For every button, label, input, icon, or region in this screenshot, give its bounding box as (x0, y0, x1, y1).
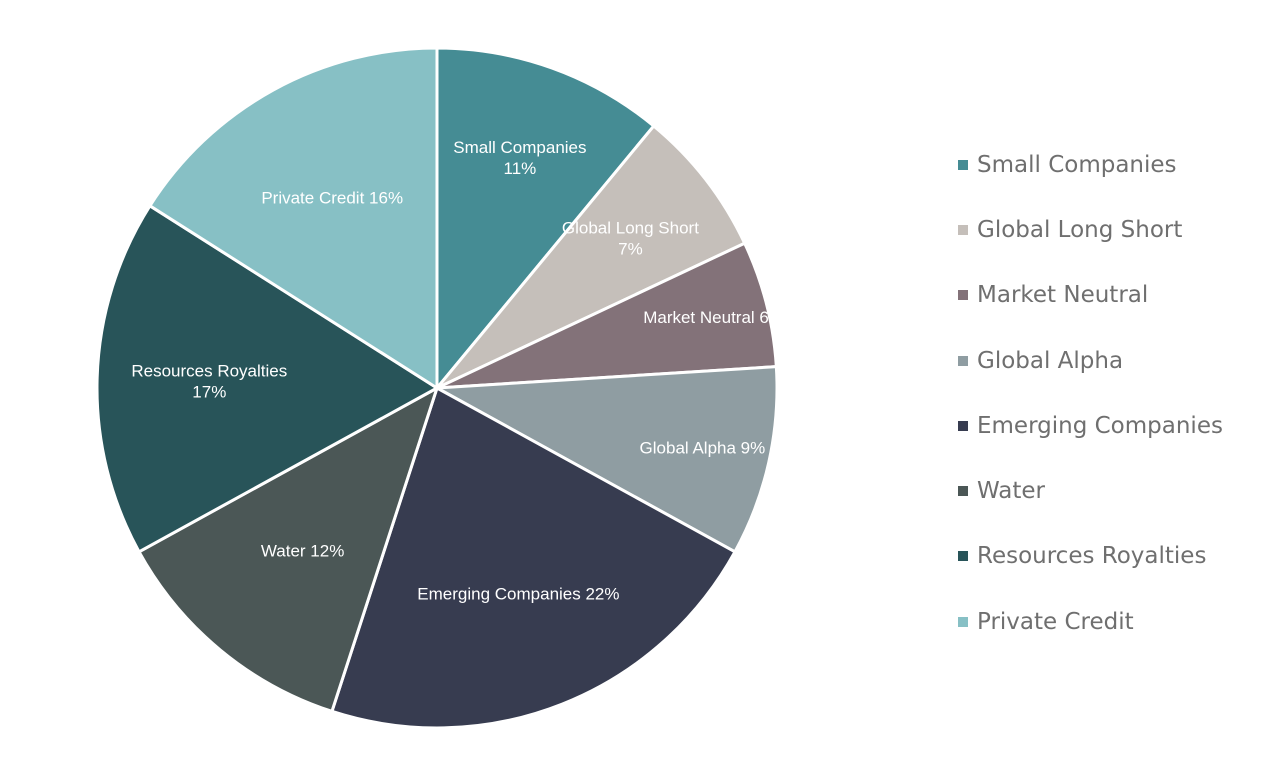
pie-slice-emerging-companies (330, 386, 737, 730)
data-label-global-alpha: Global Alpha 9% (640, 438, 766, 457)
data-label-line: Market Neutral 6% (643, 308, 784, 327)
legend-item-global-long-short: Global Long Short (958, 197, 1223, 262)
data-label-line: Global Long Short (562, 219, 699, 238)
data-label-line: Water 12% (261, 541, 344, 560)
data-label-water: Water 12% (261, 541, 344, 560)
pie-slice-private-credit (148, 46, 439, 390)
data-label-line: 17% (192, 382, 226, 401)
legend-swatch (958, 616, 968, 627)
data-label-small-companies: Small Companies 11% (453, 138, 586, 178)
legend-swatch (958, 159, 968, 170)
data-label-line: Small Companies (453, 138, 586, 157)
data-label-line: Emerging Companies 22% (417, 585, 619, 604)
data-label-line: 7% (618, 240, 643, 259)
legend-item-water: Water (958, 458, 1223, 523)
legend-label: Private Credit (977, 608, 1134, 635)
data-label-emerging-companies: Emerging Companies 22% (417, 585, 619, 604)
pie-slice-water (137, 386, 439, 713)
legend-swatch (958, 420, 968, 431)
legend-item-global-alpha: Global Alpha (958, 328, 1223, 393)
legend-item-small-companies: Small Companies (958, 132, 1223, 197)
legend-label: Small Companies (977, 151, 1177, 178)
legend-swatch (958, 355, 968, 366)
data-label-line: Global Alpha 9% (640, 438, 766, 457)
data-label-resources-royalties: Resources Royalties 17% (131, 361, 287, 401)
data-label-market-neutral: Market Neutral 6% (643, 308, 784, 327)
legend-label: Market Neutral (977, 282, 1149, 309)
legend-label: Emerging Companies (977, 412, 1223, 439)
data-label-global-long-short: Global Long Short 7% (562, 219, 699, 259)
chart-legend: Small Companies Global Long Short Market N… (958, 132, 1223, 654)
pie-slice-market-neutral (435, 241, 778, 390)
pie-slice-resources-royalties (95, 204, 439, 554)
pie-slices (95, 46, 779, 730)
legend-swatch (958, 486, 968, 497)
pie-labels: Small Companies 11% Global Long Short 7% Mar… (131, 138, 784, 603)
legend-item-market-neutral: Market Neutral (958, 263, 1223, 328)
data-label-line: Private Credit 16% (261, 188, 403, 207)
pie-slice-global-alpha (435, 365, 779, 554)
legend-label: Global Alpha (977, 347, 1124, 374)
data-label-private-credit: Private Credit 16% (261, 188, 403, 207)
legend-label: Water (977, 478, 1045, 505)
data-label-line: 11% (504, 159, 537, 178)
legend-swatch (958, 551, 968, 562)
legend-label: Global Long Short (977, 216, 1183, 243)
legend-item-resources-royalties: Resources Royalties (958, 524, 1223, 589)
data-label-line: Resources Royalties (131, 361, 287, 380)
legend-label: Resources Royalties (977, 543, 1207, 570)
legend-swatch (958, 224, 968, 235)
legend-item-private-credit: Private Credit (958, 589, 1223, 654)
legend-item-emerging-companies: Emerging Companies (958, 393, 1223, 458)
legend-swatch (958, 290, 968, 301)
pie-slice-small-companies (435, 46, 656, 390)
pie-slice-global-long-short (435, 124, 747, 390)
